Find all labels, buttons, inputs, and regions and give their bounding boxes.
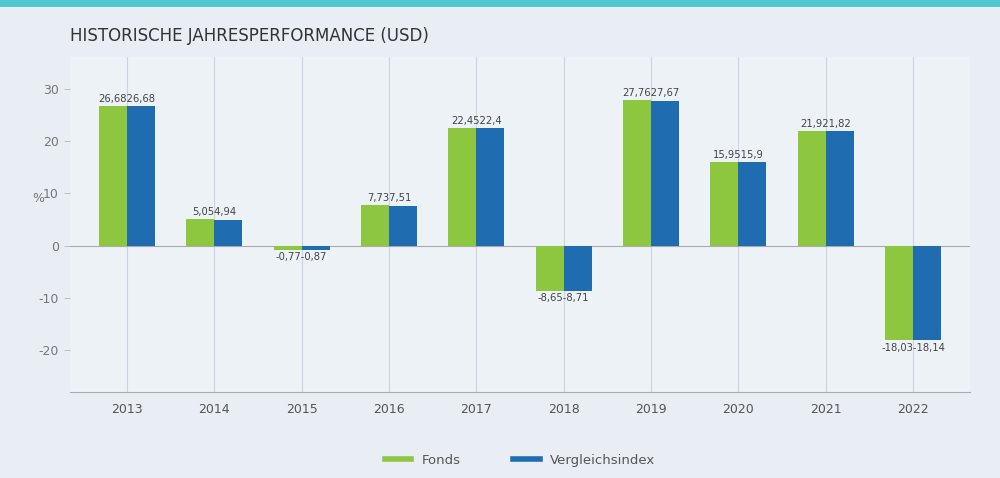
Bar	[389, 206, 417, 246]
Text: 15,9515,9: 15,9515,9	[713, 150, 764, 160]
Bar	[536, 246, 564, 291]
Text: 22,4522,4: 22,4522,4	[451, 116, 502, 126]
Bar	[651, 101, 679, 246]
Bar	[710, 162, 738, 246]
Bar	[361, 205, 389, 246]
Bar	[448, 128, 476, 246]
Text: -8,65-8,71: -8,65-8,71	[538, 293, 589, 303]
Text: -0,77-0,87: -0,77-0,87	[276, 252, 327, 262]
Bar	[476, 129, 504, 246]
Text: 21,921,82: 21,921,82	[800, 119, 851, 129]
Text: 7,737,51: 7,737,51	[367, 193, 411, 203]
Y-axis label: %: %	[32, 192, 44, 205]
Bar	[564, 246, 592, 291]
Bar	[738, 163, 766, 246]
Legend: Fonds, Vergleichsindex: Fonds, Vergleichsindex	[379, 448, 661, 472]
Bar	[623, 100, 651, 246]
Text: 5,054,94: 5,054,94	[192, 207, 236, 217]
Bar	[798, 131, 826, 246]
Bar	[885, 246, 913, 340]
Text: 27,7627,67: 27,7627,67	[622, 88, 680, 98]
Text: -18,03-18,14: -18,03-18,14	[881, 343, 945, 352]
Bar	[913, 246, 941, 340]
Text: HISTORISCHE JAHRESPERFORMANCE (USD): HISTORISCHE JAHRESPERFORMANCE (USD)	[70, 27, 429, 45]
Bar	[186, 219, 214, 246]
Bar	[826, 131, 854, 246]
Bar	[274, 246, 302, 250]
Text: 26,6826,68: 26,6826,68	[98, 94, 155, 104]
Bar	[99, 106, 127, 246]
Bar	[302, 246, 330, 250]
Bar	[127, 106, 155, 246]
Bar	[214, 220, 242, 246]
